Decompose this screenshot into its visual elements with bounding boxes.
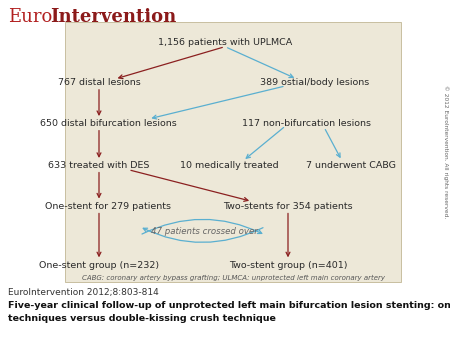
Text: Five-year clinical follow-up of unprotected left main bifurcation lesion stentin: Five-year clinical follow-up of unprotec… bbox=[8, 301, 450, 310]
Text: 633 treated with DES: 633 treated with DES bbox=[48, 161, 150, 170]
Text: techniques versus double-kissing crush technique: techniques versus double-kissing crush t… bbox=[8, 314, 276, 323]
Text: 389 ostial/body lesions: 389 ostial/body lesions bbox=[261, 78, 369, 87]
Text: 650 distal bifurcation lesions: 650 distal bifurcation lesions bbox=[40, 119, 176, 128]
Text: One-stent for 279 patients: One-stent for 279 patients bbox=[45, 202, 171, 211]
Text: 767 distal lesions: 767 distal lesions bbox=[58, 78, 140, 87]
Text: One-stent group (n=232): One-stent group (n=232) bbox=[39, 261, 159, 270]
Text: 7 underwent CABG: 7 underwent CABG bbox=[306, 161, 396, 170]
Text: Euro: Euro bbox=[8, 8, 52, 26]
FancyBboxPatch shape bbox=[65, 22, 400, 282]
Text: © 2012 EuroIntervention. All rights reserved.: © 2012 EuroIntervention. All rights rese… bbox=[443, 86, 449, 219]
Text: 10 medically treated: 10 medically treated bbox=[180, 161, 279, 170]
Text: EuroIntervention 2012;8:803-814: EuroIntervention 2012;8:803-814 bbox=[8, 288, 159, 297]
Text: 1,156 patients with UPLMCA: 1,156 patients with UPLMCA bbox=[158, 38, 292, 47]
Text: CABG: coronary artery bypass grafting; ULMCA: unprotected left main coronary art: CABG: coronary artery bypass grafting; U… bbox=[82, 275, 386, 281]
Text: Intervention: Intervention bbox=[50, 8, 177, 26]
Text: Two-stents for 354 patients: Two-stents for 354 patients bbox=[223, 202, 353, 211]
Text: Two-stent group (n=401): Two-stent group (n=401) bbox=[229, 261, 347, 270]
Text: 47 patients crossed over: 47 patients crossed over bbox=[151, 227, 258, 236]
Text: 117 non-bifurcation lesions: 117 non-bifurcation lesions bbox=[242, 119, 370, 128]
